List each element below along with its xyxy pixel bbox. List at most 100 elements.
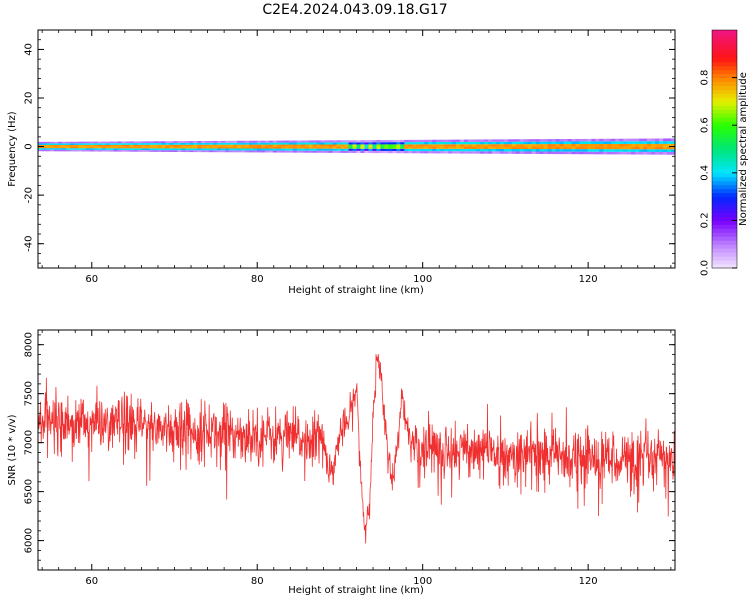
heatmap-cell	[213, 146, 218, 149]
snr-y-label: SNR (10 * v/v)	[7, 414, 18, 485]
heatmap-cell	[607, 151, 612, 155]
heatmap-cell	[479, 139, 485, 142]
heatmap-cell	[308, 142, 314, 145]
heatmap-cell	[631, 138, 636, 142]
heatmap-cell	[647, 141, 652, 144]
heatmap-cell	[595, 146, 600, 150]
heatmap-cell	[348, 150, 353, 153]
x-tick-label: 80	[251, 576, 264, 587]
heatmap-cell	[181, 150, 186, 153]
heatmap-cell	[595, 143, 600, 147]
heatmap-cell	[225, 142, 230, 145]
heatmap-cell	[460, 151, 465, 154]
heatmap-cell	[631, 146, 636, 150]
x-tick-label: 120	[579, 576, 598, 587]
heatmap-cell	[145, 141, 150, 144]
heatmap-cell	[531, 151, 536, 154]
heatmap-cell	[312, 146, 317, 149]
heatmap-cell	[221, 144, 226, 147]
heatmap-cell	[245, 148, 250, 151]
heatmap-cell	[300, 140, 306, 143]
heatmap-cell	[603, 146, 608, 150]
heatmap-cell	[53, 146, 59, 149]
heatmap-cell	[53, 144, 59, 147]
colorbar-segment	[712, 152, 737, 158]
heatmap-cell	[292, 146, 298, 149]
heatmap-cell	[41, 143, 47, 146]
heatmap-cell	[503, 146, 509, 149]
heatmap-cell	[89, 148, 95, 150]
heatmap-cell	[659, 151, 664, 155]
heatmap-cell	[523, 146, 528, 150]
heatmap-cell	[209, 146, 214, 149]
heatmap-cell	[137, 148, 142, 151]
heatmap-cell	[81, 146, 87, 149]
heatmap-cell	[432, 146, 437, 149]
heatmap-cell	[284, 140, 290, 143]
heatmap-cell	[260, 146, 266, 149]
heatmap-cell	[388, 139, 393, 143]
heatmap-cell	[448, 141, 453, 145]
heatmap-cell	[511, 148, 517, 152]
heatmap-cell	[356, 150, 361, 153]
heatmap-cell	[555, 151, 560, 155]
heatmap-cell	[440, 151, 445, 154]
heatmap-cell	[655, 143, 660, 147]
heatmap-cell	[225, 144, 230, 147]
heatmap-cell	[280, 146, 286, 149]
heatmap-cell	[460, 141, 465, 145]
heatmap-cell	[352, 146, 357, 149]
heatmap-cell	[97, 143, 102, 145]
heatmap-cell	[181, 144, 186, 147]
heatmap-cell	[149, 143, 154, 145]
heatmap-cell	[320, 140, 325, 143]
heatmap-cell	[563, 144, 568, 147]
heatmap-cell	[344, 150, 349, 153]
heatmap-cell	[201, 144, 206, 147]
heatmap-cell	[436, 146, 441, 149]
heatmap-cell	[444, 148, 449, 152]
heatmap-cell	[165, 150, 170, 152]
heatmap-cell	[400, 142, 405, 145]
heatmap-cell	[252, 146, 258, 149]
heatmap-cell	[356, 140, 361, 143]
heatmap-cell	[77, 148, 83, 150]
heatmap-cell	[300, 146, 306, 149]
heatmap-cell	[487, 146, 493, 149]
heatmap-cell	[237, 144, 242, 147]
heatmap-cell	[153, 148, 158, 151]
heatmap-cell	[396, 142, 401, 145]
heatmap-cell	[129, 143, 134, 145]
heatmap-cell	[41, 141, 47, 144]
heatmap-cell	[332, 144, 337, 147]
heatmap-cell	[635, 149, 640, 152]
heatmap-cell	[583, 151, 588, 155]
heatmap-cell	[193, 142, 198, 145]
heatmap-cell	[189, 146, 194, 149]
heatmap-cell	[312, 148, 317, 151]
heatmap-cell	[475, 144, 481, 147]
heatmap-cell	[623, 149, 628, 152]
heatmap-cell	[384, 148, 389, 151]
heatmap-cell	[209, 140, 214, 143]
heatmap-cell	[531, 139, 536, 142]
spectrogram-panel: 60 80 100 120 -40 -20 0 20 40 Height of straight…	[7, 29, 676, 296]
heatmap-cell	[193, 146, 198, 149]
heatmap-cell	[607, 149, 612, 152]
heatmap-cell	[432, 151, 437, 154]
heatmap-cell	[205, 150, 210, 153]
heatmap-cell	[157, 146, 162, 149]
heatmap-cell	[364, 144, 369, 147]
heatmap-cell	[523, 144, 528, 147]
heatmap-cell	[272, 142, 278, 145]
heatmap-cell	[372, 144, 377, 147]
y-tick-label: 20	[24, 92, 35, 105]
heatmap-cell	[479, 146, 485, 149]
heatmap-cell	[420, 139, 425, 143]
heatmap-cell	[213, 148, 218, 151]
colorbar-segment	[712, 49, 737, 55]
heatmap-cell	[252, 148, 258, 151]
heatmap-cell	[229, 142, 234, 145]
heatmap-cell	[229, 146, 234, 149]
heatmap-cell	[49, 144, 55, 147]
